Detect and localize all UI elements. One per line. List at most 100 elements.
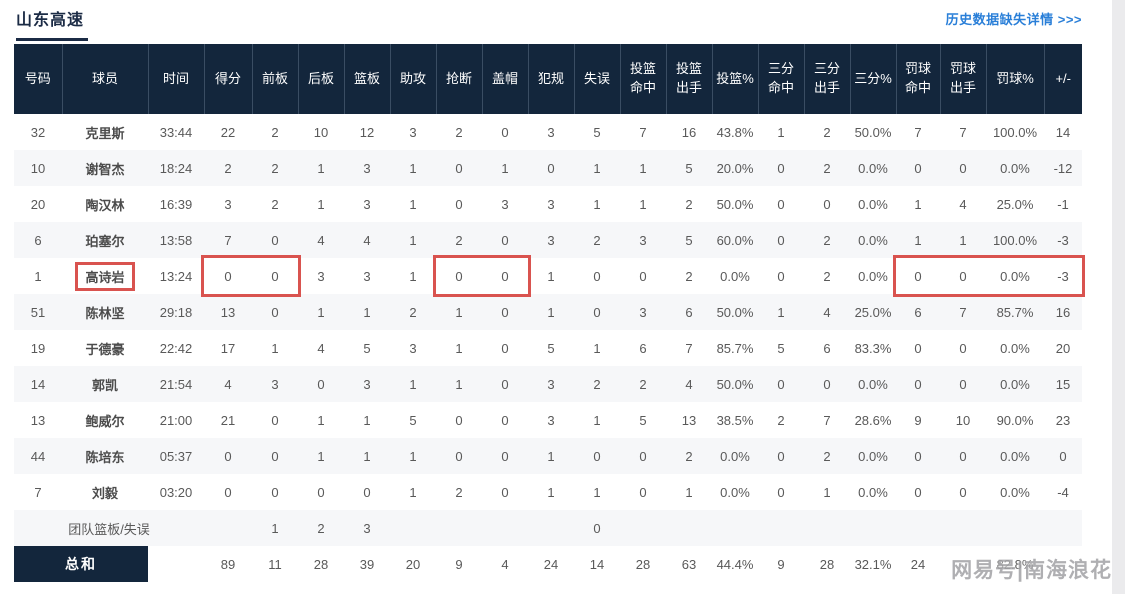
stat-cell: 3 <box>547 124 555 140</box>
stat-cell: 1 <box>317 304 325 320</box>
stat-cell <box>436 510 482 546</box>
stat-cell: 1 <box>593 196 601 212</box>
stat-cell: 9 <box>455 556 463 572</box>
player-row: 14 郭凯 21:54 4 3 0 3 1 1 0 3 2 2 4 50.0% 0 0 0.0% 0 0 0.0% 15 <box>14 366 1082 402</box>
stat-cell: 1 <box>593 484 601 500</box>
stat-cell: 3 <box>224 196 232 212</box>
stat-cell: 1 <box>639 160 647 176</box>
stat-cell: 1 <box>363 448 371 464</box>
stat-cell: 0 <box>639 484 647 500</box>
stat-cell: 3 <box>639 232 647 248</box>
stat-cell: 0 <box>363 484 371 500</box>
player-name: 克里斯 <box>85 125 125 141</box>
column-header: 得分 <box>203 44 252 114</box>
stat-cell: 11 <box>268 556 282 572</box>
stat-cell: 10 <box>955 412 971 428</box>
stat-cell: 1 <box>777 124 785 140</box>
team-tab-label: 山东高速 <box>16 12 85 29</box>
stat-cell: 0 <box>271 304 279 320</box>
stat-cell: 0 <box>271 448 279 464</box>
stat-cell: 0 <box>823 376 831 392</box>
stat-cell: 3 <box>547 376 555 392</box>
stat-cell: 16 <box>681 124 697 140</box>
stat-cell <box>620 510 666 546</box>
stat-cell: 0 <box>777 160 785 176</box>
stat-cell: 1 <box>363 304 371 320</box>
stat-cell: 7 <box>823 412 831 428</box>
stat-cell: 3 <box>501 196 509 212</box>
column-header: 三分 命中 <box>757 44 804 114</box>
stat-cell: 0 <box>455 448 463 464</box>
player-name-cell: 郭凯 <box>62 366 148 402</box>
jersey-number-cell: 51 <box>30 304 46 320</box>
jersey-number-cell: 19 <box>30 340 46 356</box>
stat-cell: 1 <box>455 304 463 320</box>
stat-cell: 0 <box>777 268 785 284</box>
stat-cell: 1 <box>409 448 417 464</box>
column-header: 三分% <box>849 44 896 114</box>
stat-cell: 1 <box>455 376 463 392</box>
stat-cell: 5 <box>685 232 693 248</box>
stat-cell: 18:24 <box>159 160 193 176</box>
stat-cell: 3 <box>639 304 647 320</box>
stat-cell: -3 <box>1057 268 1069 284</box>
stat-cell: 0 <box>959 340 967 356</box>
stat-cell <box>896 510 940 546</box>
stat-cell: 0.0% <box>858 268 888 284</box>
stat-cell: 0 <box>959 484 967 500</box>
stat-cell: 0.0% <box>1000 160 1030 176</box>
player-name: 刘毅 <box>91 485 118 501</box>
stat-cell: 50.0% <box>854 124 892 140</box>
stat-cell: 5 <box>547 340 555 356</box>
stat-cell: 0 <box>317 484 325 500</box>
column-header: 失误 <box>573 44 620 114</box>
column-header: 投篮% <box>711 44 758 114</box>
history-missing-data-link[interactable]: 历史数据缺失详情 >>> <box>945 12 1082 27</box>
stat-cell: 10 <box>313 124 329 140</box>
stat-cell: 6 <box>823 340 831 356</box>
stat-cell: 0 <box>501 340 509 356</box>
stat-cell: 1 <box>363 412 371 428</box>
stat-cell: 0 <box>914 160 922 176</box>
totals-label: 总和 <box>14 546 148 582</box>
stat-cell: 1 <box>409 160 417 176</box>
stat-cell: 2 <box>224 160 232 176</box>
stat-cell: 1 <box>547 304 555 320</box>
stat-cell: 32.1% <box>854 556 892 572</box>
stat-cell: 0.0% <box>858 232 888 248</box>
stat-cell: 0 <box>455 412 463 428</box>
stat-cell: 17 <box>220 340 236 356</box>
jersey-number-cell: 6 <box>34 232 42 248</box>
player-name: 郭凯 <box>91 377 118 393</box>
jersey-number-cell: 10 <box>30 160 46 176</box>
stat-cell: 20 <box>405 556 421 572</box>
stat-cell: 1 <box>639 196 647 212</box>
stat-cell: 0 <box>1059 448 1067 464</box>
stat-cell <box>1044 510 1082 546</box>
team-rebounds-row: 团队篮板/失误 1 2 3 0 <box>14 510 1082 546</box>
stat-cell: 2 <box>317 520 325 536</box>
stat-cell: 85.7% <box>716 340 754 356</box>
stat-cell: 2 <box>639 376 647 392</box>
stat-cell: 7 <box>914 124 922 140</box>
stat-cell: 6 <box>685 304 693 320</box>
stat-cell: 5 <box>593 124 601 140</box>
player-name: 鲍威尔 <box>85 413 125 429</box>
stat-cell: 13:24 <box>159 268 193 284</box>
stat-cell: 1 <box>914 232 922 248</box>
player-name-cell: 于德豪 <box>62 330 148 366</box>
stat-cell: 0.0% <box>720 484 750 500</box>
stat-cell: 1 <box>547 268 555 284</box>
stat-cell: 0 <box>501 376 509 392</box>
stat-cell: 50.0% <box>716 196 754 212</box>
team-tab[interactable]: 山东高速 <box>16 6 88 41</box>
stat-cell: 0 <box>593 268 601 284</box>
stat-cell: 5 <box>409 412 417 428</box>
player-name: 谢智杰 <box>85 161 125 177</box>
player-stats-table: 号码 球员 时间 得分 前板 后板 篮板 助攻 抢断 盖帽 犯规 失误 投篮 命中 投篮 出手 投篮% 三分 … <box>14 44 1082 582</box>
player-name-cell: 克里斯 <box>62 114 148 150</box>
stat-cell: 24 <box>543 556 559 572</box>
stat-cell: 0 <box>777 376 785 392</box>
stat-cell: 0.0% <box>720 448 750 464</box>
stat-cell: -12 <box>1053 160 1073 176</box>
